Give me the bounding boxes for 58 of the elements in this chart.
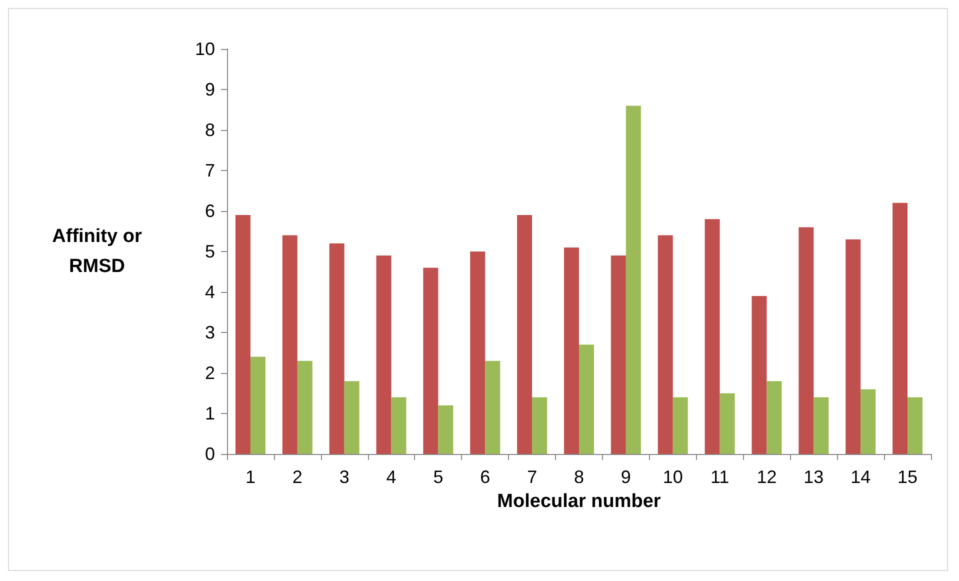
x-tick-label: 8	[574, 467, 584, 487]
bar	[329, 243, 344, 454]
bar	[814, 397, 829, 454]
x-tick-label: 1	[245, 467, 256, 487]
bar	[564, 247, 579, 454]
x-tick-label: 4	[386, 467, 396, 487]
x-tick-label: 6	[480, 467, 490, 487]
y-tick-label: 5	[204, 242, 215, 262]
bar	[892, 202, 908, 454]
x-tick-label: 11	[710, 467, 730, 487]
bar	[438, 405, 454, 454]
bar	[423, 268, 438, 454]
x-tick-label: 15	[898, 467, 918, 487]
y-tick-label: 7	[204, 160, 215, 180]
bar	[752, 296, 767, 454]
x-tick-label: 7	[527, 467, 538, 487]
bar	[766, 381, 782, 454]
x-axis-title: Molecular number	[497, 491, 662, 512]
bar	[250, 356, 266, 454]
bar	[720, 393, 735, 454]
bar	[798, 227, 814, 454]
bar	[517, 215, 532, 454]
bar	[376, 256, 392, 454]
bar	[610, 256, 626, 454]
y-tick-label: 3	[204, 322, 215, 342]
y-tick-label: 0	[204, 444, 215, 464]
x-tick-label: 14	[850, 467, 871, 487]
bar	[235, 215, 250, 454]
y-tick-label: 2	[204, 363, 215, 383]
bar	[658, 235, 673, 454]
bar	[672, 397, 688, 454]
bar	[470, 252, 486, 454]
bar	[282, 235, 298, 454]
bar	[704, 219, 720, 454]
bar	[391, 397, 406, 454]
x-tick-label: 9	[620, 467, 631, 487]
bar	[908, 397, 923, 454]
x-tick-label: 3	[339, 467, 350, 487]
y-tick-label: 4	[204, 282, 215, 302]
bar	[485, 360, 500, 454]
y-tick-label: 10	[194, 39, 215, 59]
y-tick-label: 6	[204, 201, 215, 221]
y-tick-label: 8	[204, 120, 215, 140]
y-axis-title: Affinity or RMSD	[52, 226, 142, 277]
x-tick-label: 13	[804, 467, 824, 487]
bar	[626, 106, 641, 454]
bar	[846, 239, 861, 454]
bar	[579, 344, 594, 454]
bar	[297, 360, 312, 454]
y-tick-label: 1	[204, 404, 215, 424]
y-tick-label: 9	[204, 80, 215, 100]
x-tick-label: 12	[756, 467, 777, 487]
bar	[532, 397, 548, 454]
bar	[344, 381, 360, 454]
x-tick-label: 10	[662, 467, 683, 487]
x-tick-label: 2	[292, 467, 302, 487]
bar	[860, 389, 876, 454]
x-tick-label: 5	[433, 467, 444, 487]
